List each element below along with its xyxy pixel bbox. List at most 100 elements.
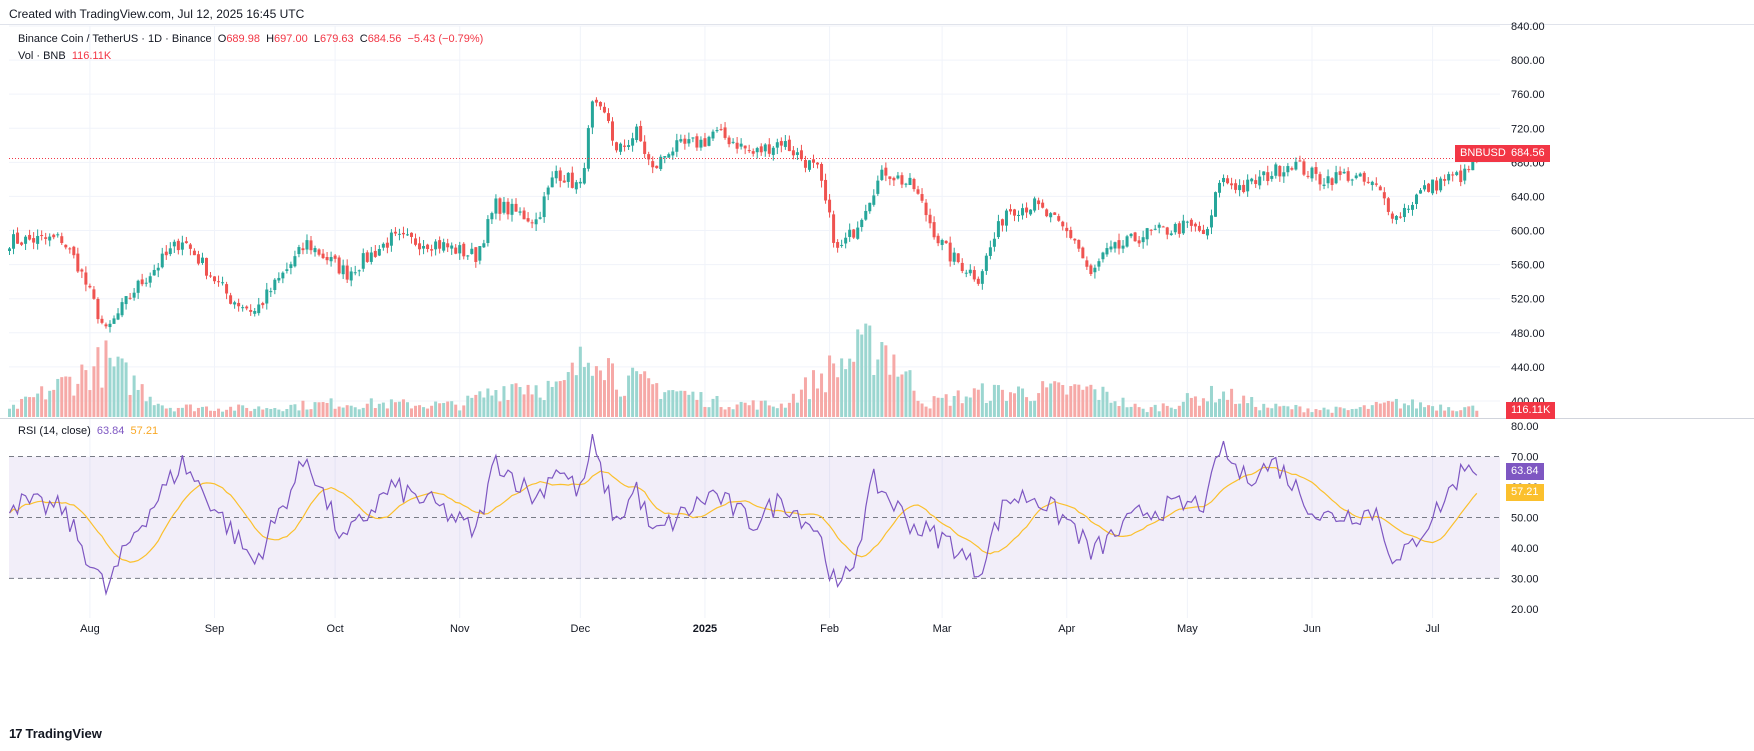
candle-body <box>124 296 128 305</box>
candle-body <box>1471 159 1475 171</box>
time-tick-label: Jul <box>1426 623 1440 635</box>
candle-body <box>1025 207 1029 213</box>
candle-body <box>414 238 418 245</box>
candle-body <box>510 203 514 215</box>
candle-body <box>1189 219 1193 226</box>
candle-body <box>470 248 474 254</box>
volume-bar <box>799 389 803 417</box>
candle-body <box>1250 178 1254 182</box>
volume-bar <box>373 408 377 417</box>
volume-bar <box>112 366 116 417</box>
volume-bar <box>1017 386 1021 417</box>
candle-body <box>566 172 570 182</box>
candle-body <box>172 241 176 247</box>
volume-bar <box>249 411 253 417</box>
candle-body <box>333 255 337 259</box>
volume-bar <box>289 404 293 417</box>
volume-bar <box>385 408 389 417</box>
candle-body <box>136 280 140 293</box>
candles <box>8 97 1500 333</box>
volume-bar <box>828 355 832 417</box>
candle-body <box>743 145 747 149</box>
candle-body <box>289 264 293 269</box>
volume-bar <box>1205 401 1209 417</box>
candle-body <box>586 128 590 169</box>
volume-bar <box>24 396 28 417</box>
volume-bar <box>767 405 771 417</box>
candle-body <box>1467 169 1471 171</box>
candle-body <box>418 243 422 250</box>
candle-body <box>64 244 68 248</box>
volume-bar <box>1390 401 1394 417</box>
candle-body <box>912 179 916 190</box>
volume-bar <box>1370 405 1374 417</box>
candle-body <box>848 229 852 237</box>
volume-bar <box>1000 389 1004 417</box>
volume-bar <box>1065 394 1069 417</box>
price-tick-label: 640.00 <box>1511 191 1545 203</box>
candle-body <box>631 138 635 146</box>
volume-bar <box>868 325 872 417</box>
candle-body <box>1314 167 1318 174</box>
volume-bar <box>598 370 602 417</box>
candle-body <box>92 289 96 299</box>
volume-bar <box>807 399 811 417</box>
volume-bar <box>904 371 908 417</box>
candle-body <box>522 210 526 220</box>
candle-body <box>699 139 703 148</box>
candle-body <box>1274 164 1278 176</box>
candle-body <box>892 177 896 181</box>
candle-body <box>518 211 522 213</box>
volume-bar <box>426 408 430 417</box>
close-label: C <box>359 33 368 45</box>
volume-bar <box>204 406 208 417</box>
volume-bar <box>1346 410 1350 417</box>
candle-body <box>273 279 277 291</box>
volume-bar <box>631 367 635 417</box>
volume-bar <box>116 356 120 417</box>
candle-body <box>807 160 811 170</box>
candle-body <box>723 127 727 138</box>
tradingview-logo[interactable]: 17 TradingView <box>9 726 102 741</box>
volume-bar <box>349 405 353 417</box>
candle-body <box>305 240 309 250</box>
candle-body <box>783 141 787 147</box>
volume-bar <box>671 390 675 417</box>
volume-bar <box>369 398 373 417</box>
volume-bar <box>494 390 498 417</box>
candle-body <box>550 177 554 188</box>
volume-bar <box>281 411 285 417</box>
candle-body <box>434 241 438 250</box>
volume-bar <box>996 385 1000 417</box>
candle-body <box>249 309 253 312</box>
rsi-legend: RSI (14, close) 63.84 57.21 <box>18 425 158 437</box>
candle-body <box>486 219 490 243</box>
candle-body <box>32 238 36 243</box>
candle-body <box>606 113 610 121</box>
volume-bar <box>164 408 168 417</box>
volume-bar <box>956 390 960 417</box>
candle-body <box>1370 181 1374 186</box>
rsi-band-fill <box>9 456 1500 579</box>
candle-body <box>410 232 413 237</box>
candle-body <box>426 244 430 250</box>
time-tick-label: Apr <box>1058 623 1075 635</box>
volume-bar <box>36 393 40 417</box>
volume-bar <box>550 386 554 417</box>
volume-bar <box>944 394 948 417</box>
volume-bar <box>490 395 494 417</box>
volume-bar <box>438 403 442 417</box>
candle-body <box>703 138 707 147</box>
candle-body <box>671 151 675 156</box>
volume-bar <box>200 406 204 417</box>
candle-body <box>1330 178 1334 185</box>
candle-body <box>261 303 265 306</box>
volume-bar <box>8 408 11 417</box>
rsi-line <box>8 433 1478 596</box>
volume-bar <box>1129 406 1133 417</box>
volume-bar <box>836 377 840 417</box>
volume-tag: 116.11K <box>1506 402 1556 419</box>
candle-body <box>1153 228 1157 230</box>
candle-body <box>1000 219 1004 226</box>
